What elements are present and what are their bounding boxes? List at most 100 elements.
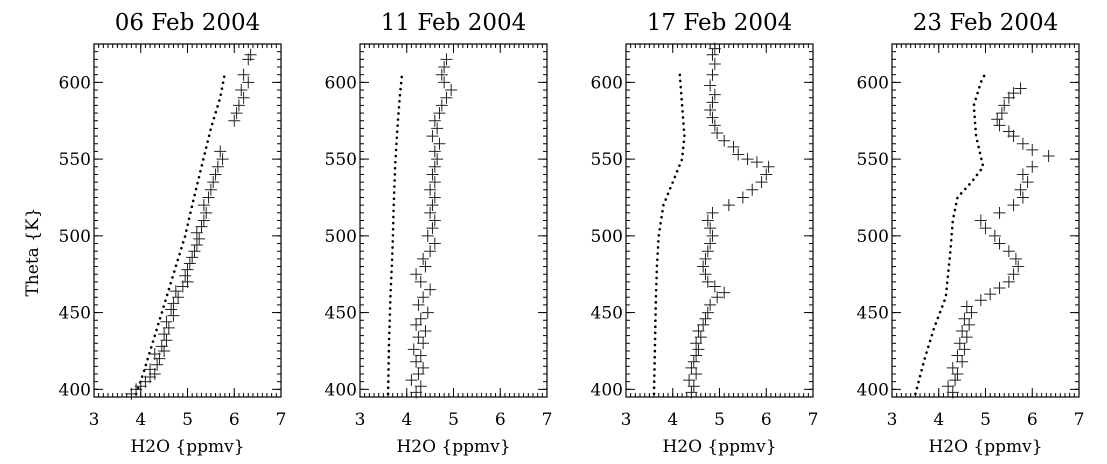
data-point-marker bbox=[1016, 137, 1029, 150]
data-point-marker bbox=[153, 352, 166, 365]
data-point-marker bbox=[694, 331, 707, 344]
x-tick-label: 7 bbox=[542, 410, 553, 430]
data-point-marker bbox=[956, 355, 969, 368]
dotted-profile-line bbox=[134, 71, 227, 396]
data-point-marker bbox=[230, 107, 243, 120]
data-point-marker bbox=[424, 245, 437, 258]
data-point-marker bbox=[993, 206, 1006, 219]
data-point-marker bbox=[1014, 82, 1027, 95]
data-point-marker bbox=[412, 367, 425, 380]
data-point-marker bbox=[190, 226, 203, 239]
data-point-marker bbox=[1007, 199, 1020, 212]
data-point-marker bbox=[193, 232, 206, 245]
data-point-marker bbox=[1002, 245, 1015, 258]
data-point-marker bbox=[722, 199, 735, 212]
data-point-marker bbox=[711, 127, 724, 140]
data-point-marker bbox=[158, 344, 171, 357]
panel-3: 17 Feb 2004 3 4 5 6 7 400 450 500 550 600 H2O {ppmv… bbox=[591, 10, 819, 457]
data-point-marker bbox=[1007, 87, 1020, 100]
x-tick-label: 6 bbox=[495, 410, 506, 430]
data-point-marker bbox=[412, 331, 425, 344]
data-point-marker bbox=[690, 349, 703, 362]
data-point-marker bbox=[708, 57, 721, 70]
x-tick-label: 3 bbox=[355, 410, 366, 430]
y-axis-label: Theta {K} bbox=[23, 207, 43, 296]
data-point-marker bbox=[134, 380, 147, 393]
dotted-profile-line bbox=[914, 71, 987, 396]
data-point-marker bbox=[1026, 160, 1039, 173]
data-point-marker bbox=[946, 361, 959, 374]
data-point-marker bbox=[181, 275, 194, 288]
data-point-marker bbox=[211, 160, 224, 173]
data-point-marker bbox=[958, 343, 971, 356]
data-point-marker bbox=[708, 42, 721, 55]
data-point-marker bbox=[405, 374, 418, 387]
data-point-marker bbox=[419, 260, 432, 273]
x-tick-label: 5 bbox=[714, 410, 725, 430]
data-point-marker bbox=[167, 309, 180, 322]
data-point-marker bbox=[228, 114, 241, 127]
data-point-marker bbox=[960, 300, 973, 313]
x-tick-label: 4 bbox=[401, 410, 412, 430]
data-point-marker bbox=[750, 156, 763, 169]
data-point-marker bbox=[244, 48, 257, 61]
data-point-marker bbox=[1002, 91, 1015, 104]
data-point-marker bbox=[176, 280, 189, 293]
data-point-marker bbox=[1016, 168, 1029, 181]
data-point-marker bbox=[988, 229, 1001, 242]
data-point-marker bbox=[200, 206, 213, 219]
panel-2: 11 Feb 2004 3 4 5 6 7 400 450 500 550 600 H2O {ppmv… bbox=[325, 10, 553, 457]
panel-title: 23 Feb 2004 bbox=[913, 10, 1058, 36]
y-tick-label: 500 bbox=[59, 227, 91, 247]
data-point-marker bbox=[998, 99, 1011, 112]
data-point-marker bbox=[953, 337, 966, 350]
data-point-marker bbox=[701, 275, 714, 288]
data-point-marker bbox=[736, 191, 749, 204]
data-point-marker bbox=[979, 222, 992, 235]
x-tick-label: 3 bbox=[89, 410, 100, 430]
data-point-marker bbox=[216, 153, 229, 166]
data-point-marker bbox=[414, 275, 427, 288]
x-axis-label: H2O {ppmv} bbox=[396, 437, 510, 457]
data-point-marker bbox=[424, 206, 437, 219]
data-point-marker bbox=[410, 268, 423, 281]
data-point-marker bbox=[697, 318, 710, 331]
data-point-marker bbox=[1026, 143, 1039, 156]
data-point-marker bbox=[419, 325, 432, 338]
data-point-marker bbox=[706, 96, 719, 109]
x-tick-label: 3 bbox=[621, 410, 632, 430]
data-point-marker bbox=[209, 168, 222, 181]
data-point-marker bbox=[428, 237, 441, 250]
data-point-marker bbox=[1002, 125, 1015, 138]
data-point-marker bbox=[125, 387, 138, 400]
data-point-marker bbox=[984, 288, 997, 301]
data-point-marker bbox=[414, 380, 427, 393]
data-point-marker bbox=[438, 61, 451, 74]
y-tick-label: 600 bbox=[591, 73, 623, 93]
data-point-marker bbox=[692, 343, 705, 356]
data-point-marker bbox=[701, 214, 714, 227]
x-tick-label: 7 bbox=[808, 410, 819, 430]
data-point-marker bbox=[732, 148, 745, 161]
data-point-marker bbox=[158, 328, 171, 341]
dotted-profile-line bbox=[652, 73, 686, 396]
plot-frame bbox=[625, 43, 814, 398]
data-point-marker bbox=[190, 239, 203, 252]
data-point-marker bbox=[204, 183, 217, 196]
data-point-marker bbox=[760, 168, 773, 181]
data-point-marker bbox=[951, 367, 964, 380]
data-point-marker bbox=[428, 176, 441, 189]
data-point-marker bbox=[179, 269, 192, 282]
y-tick-label: 400 bbox=[591, 380, 623, 400]
data-point-marker bbox=[426, 168, 439, 181]
y-tick-label: 500 bbox=[857, 227, 889, 247]
data-point-marker bbox=[697, 260, 710, 273]
data-point-marker bbox=[708, 119, 721, 132]
data-point-marker bbox=[685, 386, 698, 399]
y-tick-label: 550 bbox=[325, 150, 357, 170]
data-point-marker bbox=[951, 349, 964, 362]
data-point-marker bbox=[956, 325, 969, 338]
data-point-marker bbox=[704, 237, 717, 250]
data-point-marker bbox=[687, 380, 700, 393]
data-point-marker bbox=[410, 386, 423, 399]
